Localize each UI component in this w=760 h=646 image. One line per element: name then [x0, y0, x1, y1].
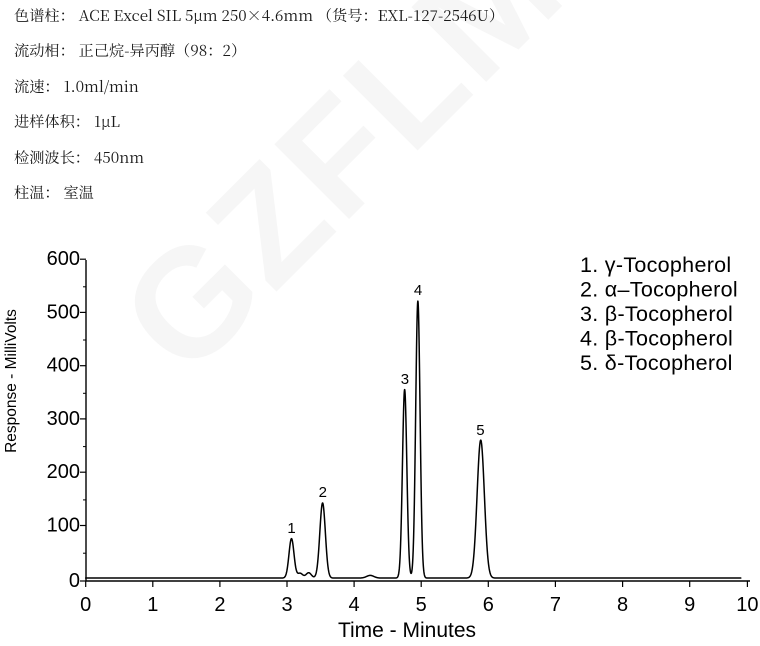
svg-text:2: 2 — [319, 484, 327, 501]
svg-text:6: 6 — [483, 594, 494, 616]
svg-text:7: 7 — [550, 594, 561, 616]
svg-text:500: 500 — [47, 301, 80, 323]
svg-text:400: 400 — [47, 355, 80, 377]
svg-text:2. α–Tocopherol: 2. α–Tocopherol — [580, 278, 738, 302]
svg-text:0: 0 — [80, 594, 91, 616]
svg-text:100: 100 — [47, 515, 80, 537]
svg-text:4: 4 — [414, 282, 422, 299]
svg-text:8: 8 — [617, 594, 628, 616]
svg-text:600: 600 — [47, 248, 80, 270]
svg-text:200: 200 — [47, 461, 80, 483]
svg-text:3. β-Tocopherol: 3. β-Tocopherol — [580, 302, 733, 326]
svg-text:1. γ-Tocopherol: 1. γ-Tocopherol — [580, 253, 732, 277]
svg-text:3: 3 — [401, 371, 409, 388]
svg-text:5: 5 — [416, 594, 427, 616]
svg-text:9: 9 — [684, 594, 695, 616]
svg-text:1: 1 — [287, 520, 295, 537]
svg-text:4. β-Tocopherol: 4. β-Tocopherol — [580, 327, 733, 351]
svg-text:Time - Minutes: Time - Minutes — [338, 619, 476, 642]
svg-text:2: 2 — [214, 594, 225, 616]
svg-text:4: 4 — [349, 594, 360, 616]
svg-text:Response - MilliVolts: Response - MilliVolts — [3, 309, 20, 453]
svg-text:300: 300 — [47, 408, 80, 430]
svg-text:3: 3 — [281, 594, 292, 616]
svg-text:10: 10 — [736, 594, 758, 616]
svg-text:5: 5 — [476, 422, 484, 439]
svg-text:0: 0 — [69, 570, 80, 592]
svg-text:5. δ-Tocopherol: 5. δ-Tocopherol — [580, 351, 733, 375]
svg-text:1: 1 — [147, 594, 158, 616]
